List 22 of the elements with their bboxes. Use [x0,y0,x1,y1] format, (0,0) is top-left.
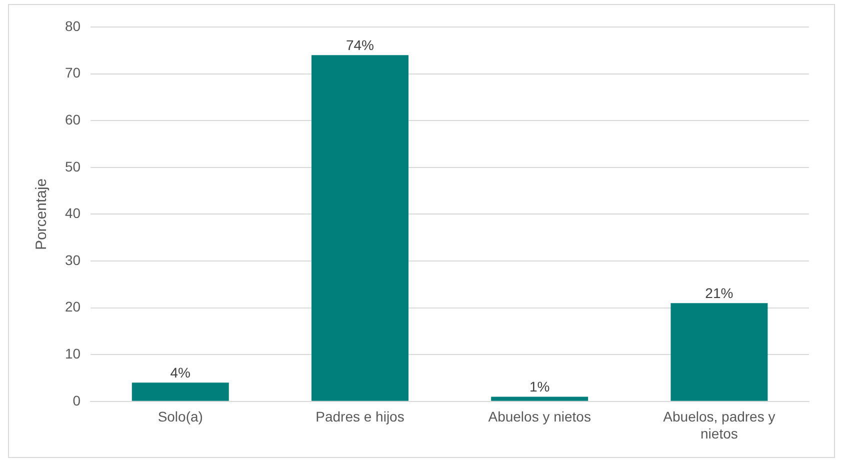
data-label: 4% [170,364,190,381]
x-tick-label: Solo(a) [158,408,203,425]
y-tick-label: 50 [64,158,81,174]
bar [132,382,229,401]
bar [670,303,768,401]
y-tick-label: 70 [64,64,81,81]
y-tick-label: 0 [72,392,81,408]
bar [491,396,588,401]
y-tick-label: 40 [64,205,81,222]
x-tick-label: Abuelos, padres y nietos [663,408,776,442]
y-axis-title: Porcentaje [33,178,50,250]
bar [311,55,408,401]
y-tick-label: 60 [64,111,81,128]
x-tick-label: Padres e hijos [316,408,404,425]
y-tick-label: 30 [64,252,81,268]
y-tick-label: 10 [64,345,81,362]
y-tick-label: 80 [64,18,81,34]
data-label: 1% [529,378,550,395]
data-label: 74% [346,36,374,53]
y-tick-label: 20 [64,298,81,315]
x-tick-label: Abuelos y nietos [488,408,591,425]
data-label: 21% [705,284,734,301]
